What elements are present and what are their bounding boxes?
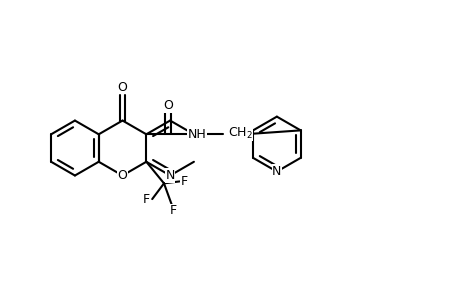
Text: N: N bbox=[272, 165, 281, 178]
Text: O: O bbox=[118, 81, 127, 94]
Text: O: O bbox=[162, 99, 173, 112]
Text: N: N bbox=[165, 169, 174, 182]
Text: O: O bbox=[118, 169, 127, 182]
Text: F: F bbox=[142, 193, 150, 206]
Text: F: F bbox=[170, 204, 177, 218]
Text: NH: NH bbox=[188, 128, 206, 141]
Text: CH$_2$: CH$_2$ bbox=[227, 126, 252, 141]
Text: F: F bbox=[181, 175, 188, 188]
